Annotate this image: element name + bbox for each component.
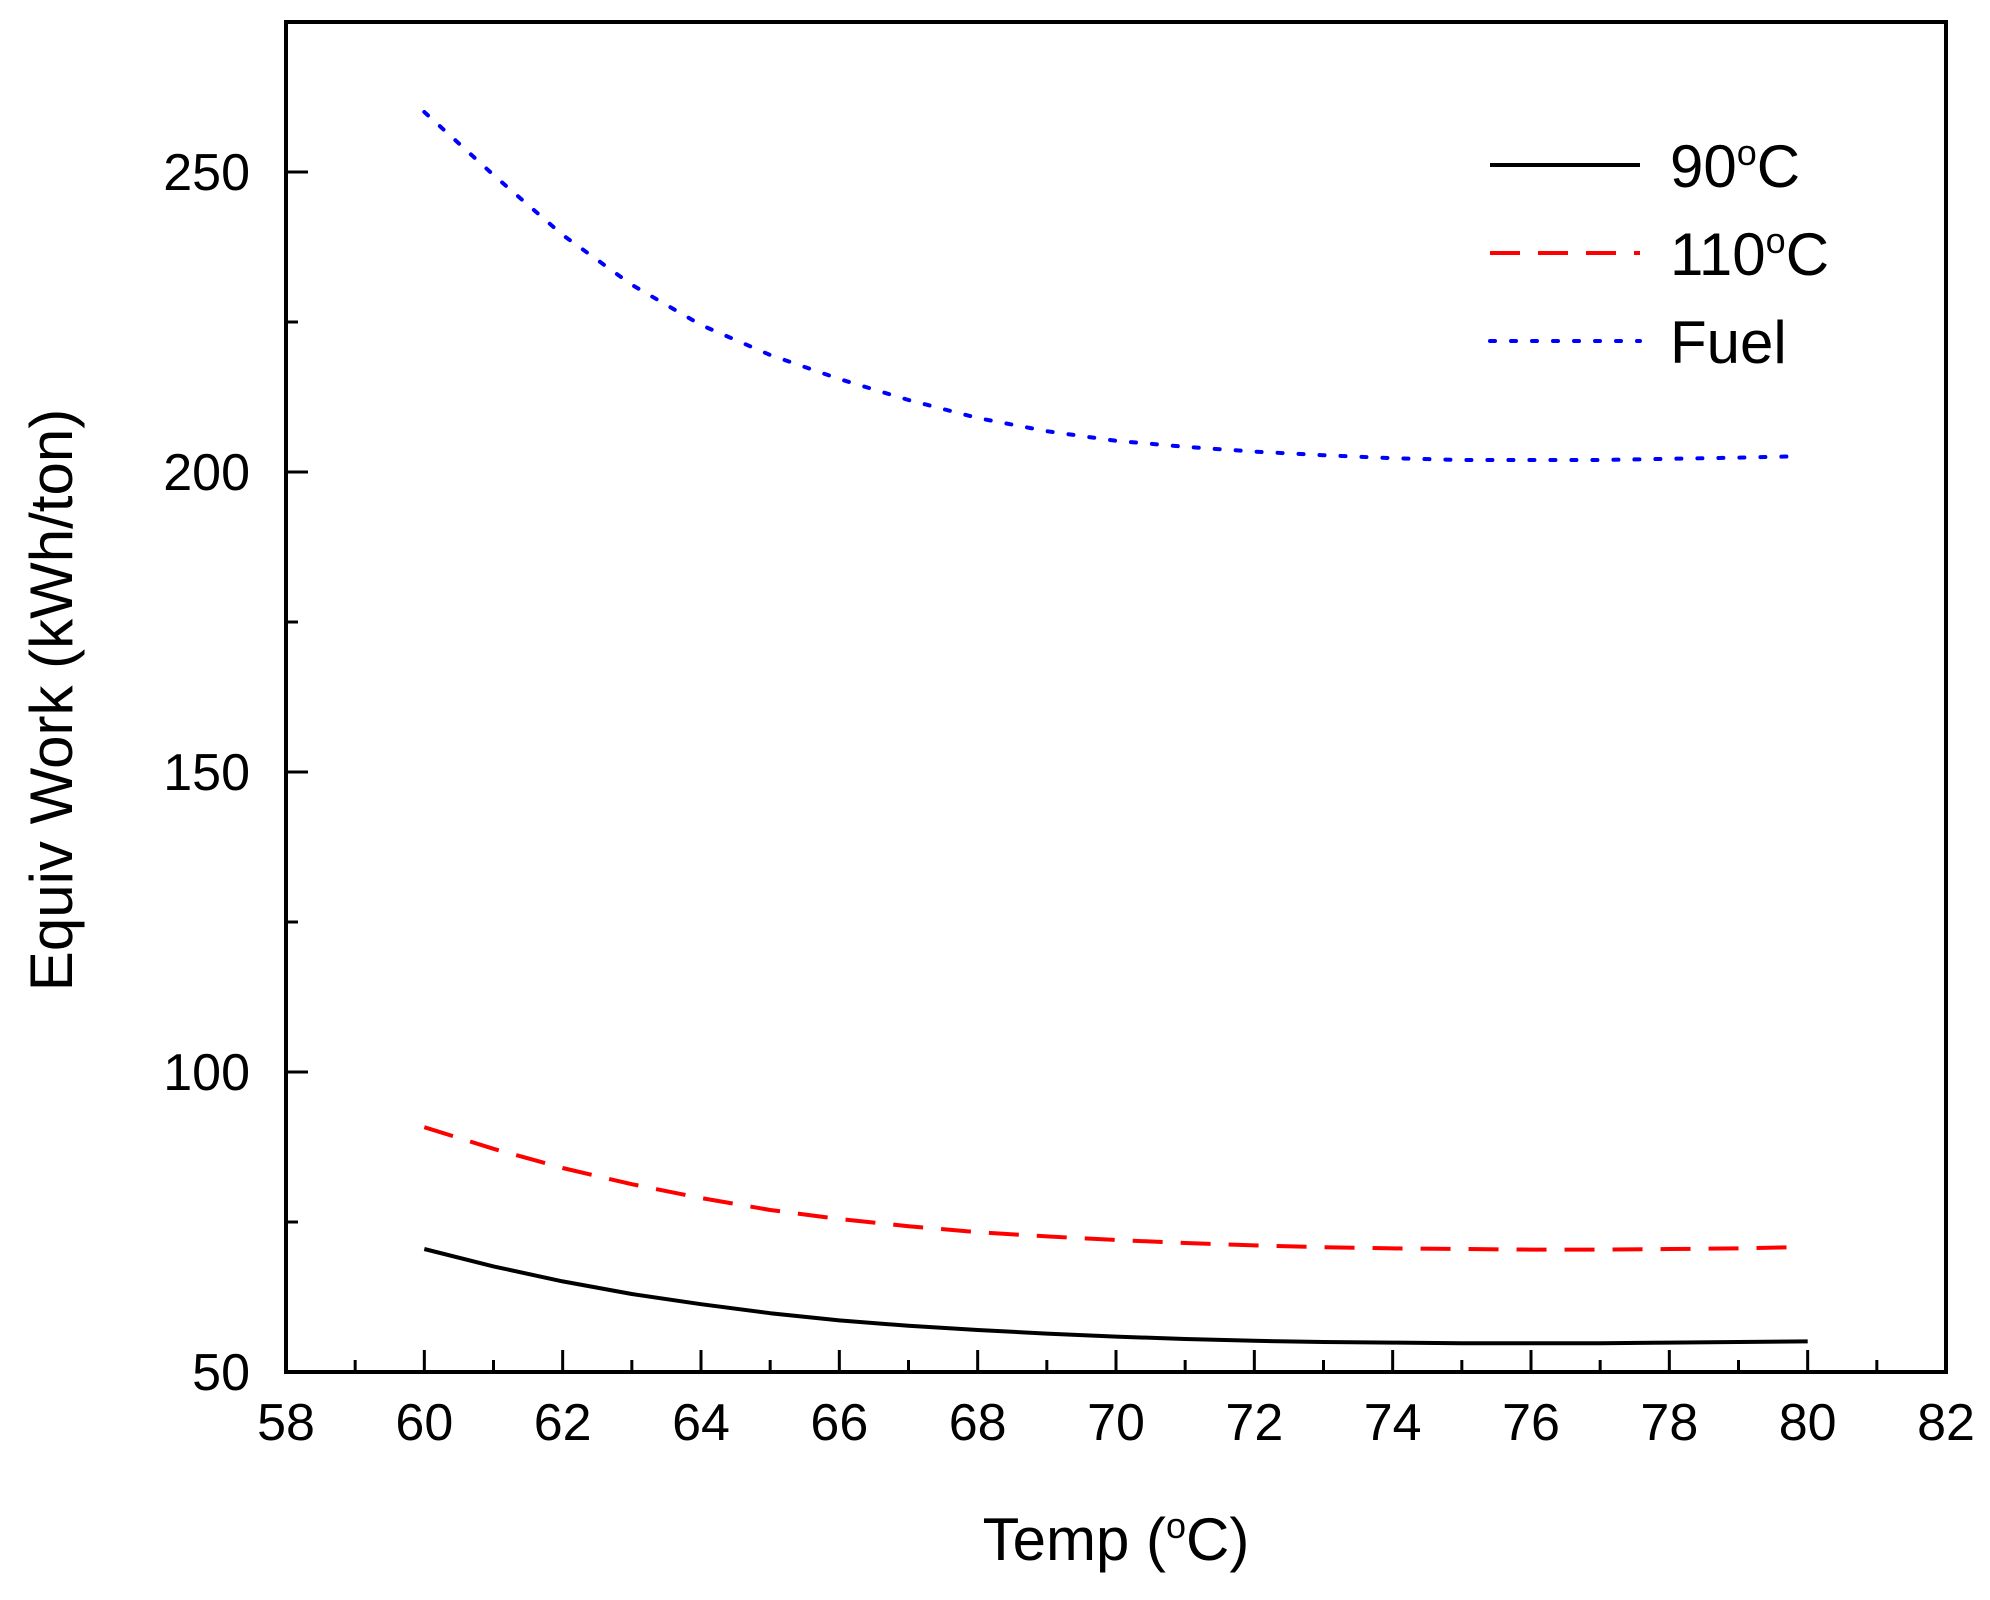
legend: 90oC 110oC Fuel (1488, 132, 1829, 376)
y-tick-label: 150 (163, 744, 250, 802)
x-axis-ticks: 58 60 62 64 66 68 70 72 74 76 78 80 82 (257, 1350, 1975, 1452)
x-tick-label: 64 (672, 1394, 730, 1452)
x-tick-label: 76 (1502, 1394, 1560, 1452)
x-tick-label: 82 (1917, 1394, 1975, 1452)
y-axis-title: Equiv Work (kWh/ton) (18, 409, 85, 991)
legend-label-3: Fuel (1670, 309, 1787, 376)
x-tick-label: 70 (1087, 1394, 1145, 1452)
x-tick-label: 72 (1225, 1394, 1283, 1452)
y-tick-label: 200 (163, 444, 250, 502)
series-line-3 (422, 110, 1796, 462)
x-tick-label: 66 (810, 1394, 868, 1452)
y-tick-label: 50 (192, 1344, 250, 1402)
x-tick-label: 60 (395, 1394, 453, 1452)
x-tick-label: 74 (1364, 1394, 1422, 1452)
x-tick-label: 80 (1779, 1394, 1837, 1452)
x-axis-title: Temp (oC) (983, 1505, 1250, 1573)
x-tick-label: 58 (257, 1394, 315, 1452)
x-tick-label: 68 (949, 1394, 1007, 1452)
y-tick-label: 250 (163, 144, 250, 202)
y-tick-label: 100 (163, 1044, 250, 1102)
legend-label-1: 90oC (1670, 132, 1800, 200)
series-line-1 (423, 1247, 1808, 1346)
legend-label-2: 110oC (1670, 220, 1829, 288)
x-tick-label: 78 (1640, 1394, 1698, 1452)
series-layer (422, 110, 1808, 1346)
y-axis-ticks: 50 100 150 200 250 (163, 20, 308, 1402)
series-line-2 (423, 1125, 1794, 1252)
x-tick-label: 62 (534, 1394, 592, 1452)
